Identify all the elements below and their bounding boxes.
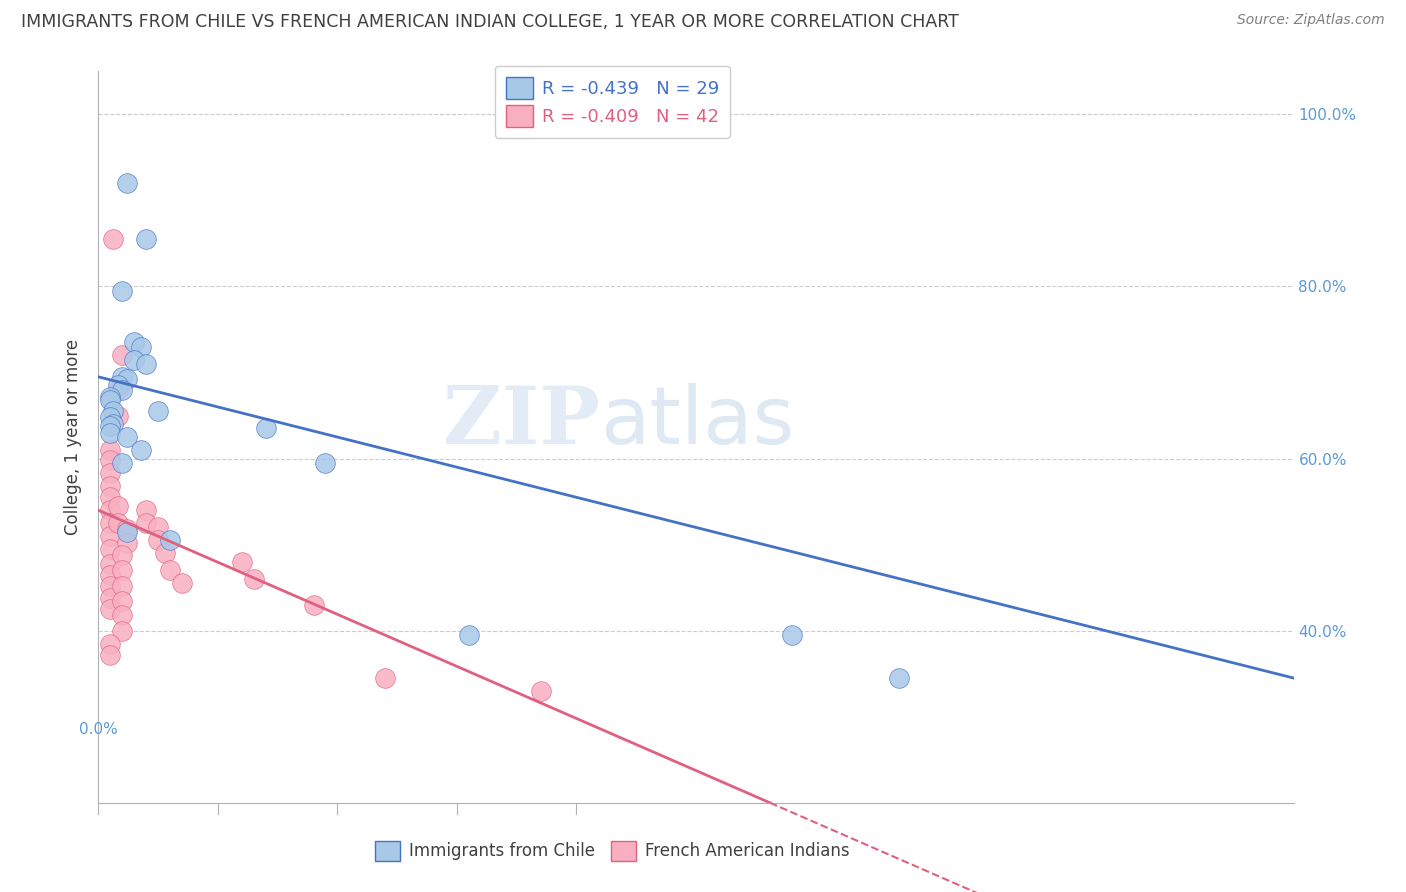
Point — [98, 418, 122, 433]
Point — [98, 591, 122, 605]
Point — [155, 546, 177, 560]
Point — [115, 522, 138, 536]
Point — [231, 555, 253, 569]
Point — [98, 425, 122, 440]
Point — [135, 516, 157, 530]
Text: 0.0%: 0.0% — [79, 723, 118, 738]
Point — [172, 576, 194, 591]
Point — [107, 378, 129, 392]
Point — [111, 608, 134, 623]
Point — [135, 232, 157, 246]
Point — [148, 404, 170, 418]
Point — [243, 572, 266, 586]
Point — [131, 442, 153, 457]
Point — [98, 529, 122, 543]
Point — [98, 390, 122, 404]
Point — [529, 684, 551, 698]
Point — [98, 602, 122, 616]
Point — [135, 503, 157, 517]
Text: ZIP: ZIP — [443, 384, 600, 461]
Point — [111, 456, 134, 470]
Point — [98, 442, 122, 457]
Point — [107, 516, 129, 530]
Point — [111, 564, 134, 578]
Point — [111, 593, 134, 607]
Point — [98, 410, 122, 425]
Point — [98, 467, 122, 481]
Point — [98, 393, 122, 408]
Point — [315, 456, 337, 470]
Point — [131, 340, 153, 354]
Point — [115, 536, 138, 550]
Point — [148, 533, 170, 548]
Point — [98, 541, 122, 556]
Point — [111, 548, 134, 562]
Point — [115, 430, 138, 444]
Point — [101, 232, 124, 246]
Point — [159, 533, 181, 548]
Point — [98, 491, 122, 505]
Point — [148, 520, 170, 534]
Text: Source: ZipAtlas.com: Source: ZipAtlas.com — [1237, 13, 1385, 28]
Point — [98, 503, 122, 517]
Point — [135, 357, 157, 371]
Point — [889, 671, 911, 685]
Y-axis label: College, 1 year or more: College, 1 year or more — [65, 339, 83, 535]
Point — [115, 524, 138, 539]
Point — [111, 348, 134, 362]
Point — [98, 637, 122, 651]
Point — [374, 671, 396, 685]
Point — [115, 372, 138, 386]
Point — [98, 648, 122, 662]
Point — [107, 409, 129, 423]
Point — [124, 352, 146, 367]
Point — [101, 417, 124, 432]
Point — [98, 516, 122, 530]
Point — [111, 369, 134, 384]
Point — [111, 624, 134, 638]
Point — [115, 176, 138, 190]
Point — [101, 404, 124, 418]
Point — [98, 579, 122, 593]
Point — [254, 421, 277, 435]
Point — [107, 383, 129, 397]
Point — [780, 628, 803, 642]
Point — [159, 564, 181, 578]
Legend: Immigrants from Chile, French American Indians: Immigrants from Chile, French American I… — [368, 834, 856, 868]
Point — [98, 557, 122, 571]
Point — [124, 335, 146, 350]
Point — [458, 628, 481, 642]
Text: IMMIGRANTS FROM CHILE VS FRENCH AMERICAN INDIAN COLLEGE, 1 YEAR OR MORE CORRELAT: IMMIGRANTS FROM CHILE VS FRENCH AMERICAN… — [21, 13, 959, 31]
Point — [98, 453, 122, 467]
Point — [98, 479, 122, 493]
Point — [111, 383, 134, 397]
Point — [302, 598, 325, 612]
Point — [98, 567, 122, 582]
Point — [111, 284, 134, 298]
Point — [111, 579, 134, 593]
Text: atlas: atlas — [600, 384, 794, 461]
Point — [107, 499, 129, 513]
